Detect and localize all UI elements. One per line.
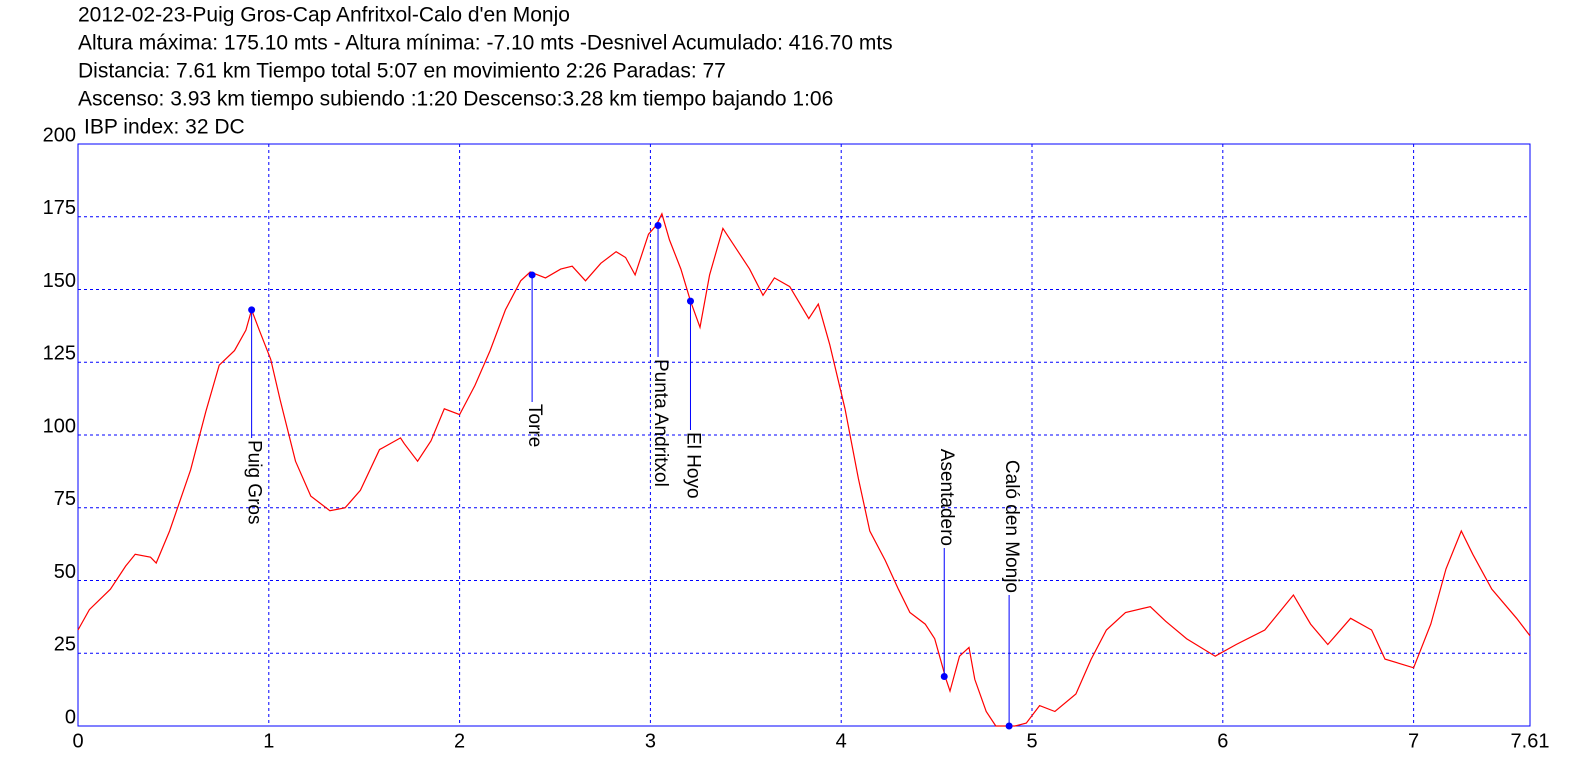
- waypoint-marker: [686, 297, 694, 305]
- y-tick-label: 50: [54, 561, 76, 583]
- waypoint-label: Torre: [524, 404, 545, 447]
- x-tick-label: 6: [1217, 730, 1228, 752]
- waypoint-label: Punta Andritxol: [650, 359, 671, 487]
- y-tick-label: 150: [43, 270, 76, 292]
- y-tick-label: 0: [65, 706, 76, 728]
- subtitle-line: IBP index: 32 DC: [84, 116, 245, 139]
- y-tick-label: 200: [43, 124, 76, 146]
- waypoint-marker: [1005, 722, 1013, 730]
- x-tick-label: 1: [263, 730, 274, 752]
- chart-title: 2012-02-23-Puig Gros-Cap Anfritxol-Calo …: [78, 4, 570, 27]
- y-tick-label: 125: [43, 343, 76, 365]
- subtitle-line: Distancia: 7.61 km Tiempo total 5:07 en …: [78, 60, 726, 83]
- y-tick-label: 75: [54, 488, 76, 510]
- waypoint-marker: [940, 673, 948, 681]
- x-tick-label: 0: [72, 730, 83, 752]
- y-tick-label: 25: [54, 634, 76, 656]
- y-tick-label: 100: [43, 415, 76, 437]
- x-tick-label: 2: [454, 730, 465, 752]
- waypoint-label: Caló den Monjo: [1001, 460, 1022, 593]
- plot-frame: [77, 143, 1531, 727]
- subtitle-line: Altura máxima: 175.10 mts - Altura mínim…: [78, 32, 893, 55]
- x-tick-label: 4: [836, 730, 847, 752]
- x-tick-label: 7: [1408, 730, 1419, 752]
- x-tick-label: 3: [645, 730, 656, 752]
- x-tick-label: 5: [1026, 730, 1037, 752]
- waypoint-marker: [528, 271, 536, 279]
- elevation-line: [77, 212, 1531, 727]
- waypoint-marker: [654, 221, 662, 229]
- waypoint-marker: [248, 306, 256, 314]
- x-tick-label: 7.61: [1511, 730, 1550, 752]
- subtitle-line: Ascenso: 3.93 km tiempo subiendo :1:20 D…: [78, 88, 833, 111]
- y-tick-label: 175: [43, 197, 76, 219]
- waypoint-label: Asentadero: [936, 449, 957, 546]
- waypoint-label: El Hoyo: [682, 432, 703, 499]
- waypoint-label: Puig Gros: [244, 440, 265, 524]
